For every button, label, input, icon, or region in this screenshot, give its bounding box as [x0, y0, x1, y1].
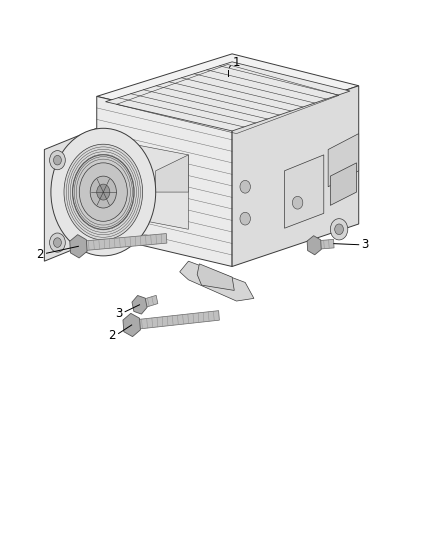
Polygon shape	[70, 235, 87, 258]
Polygon shape	[307, 236, 321, 255]
Polygon shape	[97, 54, 359, 128]
Circle shape	[240, 212, 251, 225]
Polygon shape	[155, 155, 188, 192]
Text: 2: 2	[108, 329, 116, 342]
Polygon shape	[123, 313, 141, 337]
Circle shape	[73, 155, 134, 229]
Polygon shape	[131, 311, 219, 330]
Circle shape	[53, 156, 61, 165]
Polygon shape	[314, 239, 334, 249]
Polygon shape	[106, 62, 350, 131]
Circle shape	[330, 219, 348, 240]
Text: 2: 2	[36, 248, 43, 261]
Circle shape	[51, 128, 155, 256]
Polygon shape	[232, 86, 359, 266]
Text: 3: 3	[361, 238, 369, 251]
Circle shape	[240, 180, 251, 193]
Polygon shape	[97, 96, 232, 266]
Circle shape	[90, 176, 117, 208]
Polygon shape	[78, 233, 167, 251]
Polygon shape	[180, 261, 254, 301]
Circle shape	[292, 196, 303, 209]
Circle shape	[49, 151, 65, 169]
Circle shape	[64, 144, 143, 240]
Polygon shape	[330, 163, 357, 205]
Circle shape	[335, 224, 343, 235]
Text: 3: 3	[115, 307, 122, 320]
Polygon shape	[197, 264, 234, 290]
Circle shape	[79, 163, 127, 221]
Polygon shape	[106, 139, 188, 229]
Polygon shape	[285, 155, 324, 228]
Polygon shape	[139, 295, 158, 309]
Circle shape	[97, 184, 110, 200]
Polygon shape	[328, 134, 359, 187]
Polygon shape	[132, 295, 147, 314]
Circle shape	[49, 233, 65, 252]
Text: 1: 1	[233, 56, 240, 69]
Polygon shape	[44, 128, 97, 261]
Circle shape	[53, 238, 61, 247]
